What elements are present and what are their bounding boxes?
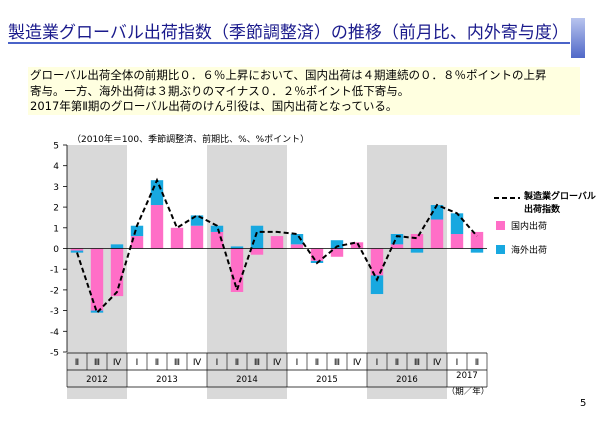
y-tick-label: 0: [53, 245, 59, 255]
overseas-bar: [230, 246, 244, 249]
x-tick-label-quarter: Ⅰ: [456, 358, 459, 368]
x-tick-label-quarter: Ⅱ: [475, 358, 479, 368]
overseas-bar: [190, 215, 204, 226]
overseas-bar: [470, 248, 484, 253]
domestic-bar: [410, 234, 424, 249]
domestic-bar: [70, 248, 84, 251]
x-tick-label-quarter: Ⅳ: [193, 358, 202, 368]
overseas-bar: [70, 250, 84, 253]
y-tick-label: 5: [53, 142, 59, 152]
x-tick-label-quarter: Ⅲ: [94, 358, 100, 368]
legend-label-global-2: 出荷指数: [524, 203, 561, 215]
domestic-bar: [270, 236, 284, 249]
x-tick-label-quarter: Ⅱ: [235, 358, 239, 368]
x-tick-label-quarter: Ⅲ: [254, 358, 260, 368]
legend-label-domestic: 国内出荷: [511, 220, 547, 232]
x-tick-label-year: 2012: [86, 375, 108, 385]
domestic-bar: [190, 225, 204, 249]
shipment-chart: （2010年＝100、季節調整済、前期比、%、%ポイント） -5 -4 -3 -2 -1 0…: [50, 133, 596, 399]
legend-label-global-1: 製造業グローバル: [523, 190, 596, 202]
page-title: 製造業グローバル出荷指数（季節調整済）の推移（前月比、内外寄与度）: [8, 23, 569, 43]
domestic-bar: [430, 219, 444, 249]
domestic-bar: [290, 244, 304, 249]
domestic-bar: [350, 242, 364, 249]
domestic-bar: [170, 227, 184, 249]
x-tick-label-year: 2017: [456, 371, 478, 381]
domestic-bar: [330, 248, 344, 257]
summary-line-2: 寄与。一方、海外出荷は３期ぶりのマイナス０．２％ポイント低下寄与。: [30, 83, 410, 98]
x-tick-label-year: 2016: [396, 375, 418, 385]
y-tick-label: 4: [53, 162, 59, 172]
summary-line-1: グローバル出荷全体の前期比０．６％上昇において、国内出荷は４期連続の０．８％ポイ…: [30, 68, 547, 82]
y-tick-label: -3: [50, 307, 59, 317]
domestic-bar: [150, 205, 164, 249]
y-tick-label: 3: [53, 183, 59, 193]
overseas-bar: [410, 248, 424, 253]
page-number: 5: [580, 398, 587, 409]
summary-box: グローバル出荷全体の前期比０．６％上昇において、国内出荷は４期連続の０．８％ポイ…: [28, 67, 580, 115]
x-tick-label-quarter: Ⅱ: [75, 358, 79, 368]
axis-unit-label: （期／年）: [447, 386, 490, 397]
legend-label-overseas: 海外出荷: [511, 244, 547, 256]
x-tick-label-quarter: Ⅳ: [433, 358, 442, 368]
global-index-line: [76, 177, 478, 315]
domestic-bar: [470, 231, 484, 249]
x-tick-label-year: 2013: [156, 375, 178, 385]
x-tick-label-quarter: Ⅱ: [395, 358, 399, 368]
x-tick-label-quarter: Ⅳ: [273, 358, 282, 368]
title-underline: [8, 42, 570, 44]
overseas-bar: [110, 244, 124, 249]
domestic-bar: [370, 248, 384, 276]
y-tick-label: -4: [50, 328, 59, 338]
x-tick-label-quarter: Ⅳ: [113, 358, 122, 368]
x-tick-label-quarter: Ⅱ: [155, 358, 159, 368]
overseas-bar: [330, 240, 344, 249]
y-tick-label: -2: [50, 286, 59, 296]
x-tick-label-quarter: Ⅰ: [376, 358, 379, 368]
overseas-bar: [390, 234, 404, 245]
domestic-bar: [230, 248, 244, 292]
x-tick-label-quarter: Ⅱ: [315, 358, 319, 368]
domestic-bar: [110, 248, 124, 297]
domestic-bar: [310, 248, 324, 261]
domestic-bar: [210, 231, 224, 249]
x-tick-label-quarter: Ⅰ: [296, 358, 299, 368]
y-tick-label: 2: [53, 204, 59, 214]
domestic-bar: [450, 234, 464, 249]
legend-swatch-domestic: [496, 221, 505, 230]
overseas-bar: [370, 275, 384, 295]
x-tick-label-quarter: Ⅲ: [174, 358, 180, 368]
domestic-bar: [390, 244, 404, 249]
overseas-bar: [430, 205, 444, 220]
overseas-bar: [290, 234, 304, 245]
summary-line-3: 2017年第Ⅱ期のグローバル出荷のけん引役は、国内出荷となっている。: [30, 99, 398, 113]
y-tick-label: -1: [50, 266, 59, 276]
corner-decoration: [571, 18, 585, 58]
x-tick-label-quarter: Ⅰ: [216, 358, 219, 368]
y-tick-label: 1: [53, 224, 59, 234]
x-tick-label-quarter: Ⅰ: [136, 358, 139, 368]
x-tick-label-year: 2014: [236, 375, 258, 385]
domestic-bar: [90, 248, 104, 311]
x-tick-label-quarter: Ⅳ: [353, 358, 362, 368]
overseas-bar: [130, 225, 144, 237]
legend-swatch-overseas: [496, 245, 505, 254]
y-tick-label: -5: [50, 349, 59, 359]
domestic-bar: [250, 248, 264, 255]
chart-note: （2010年＝100、季節調整済、前期比、%、%ポイント）: [72, 133, 309, 145]
overseas-bar: [250, 225, 264, 249]
overseas-bar: [210, 225, 224, 232]
x-tick-label-year: 2015: [316, 375, 338, 385]
x-tick-label-quarter: Ⅲ: [414, 358, 420, 368]
x-tick-label-quarter: Ⅲ: [334, 358, 340, 368]
overseas-bar: [450, 213, 464, 235]
